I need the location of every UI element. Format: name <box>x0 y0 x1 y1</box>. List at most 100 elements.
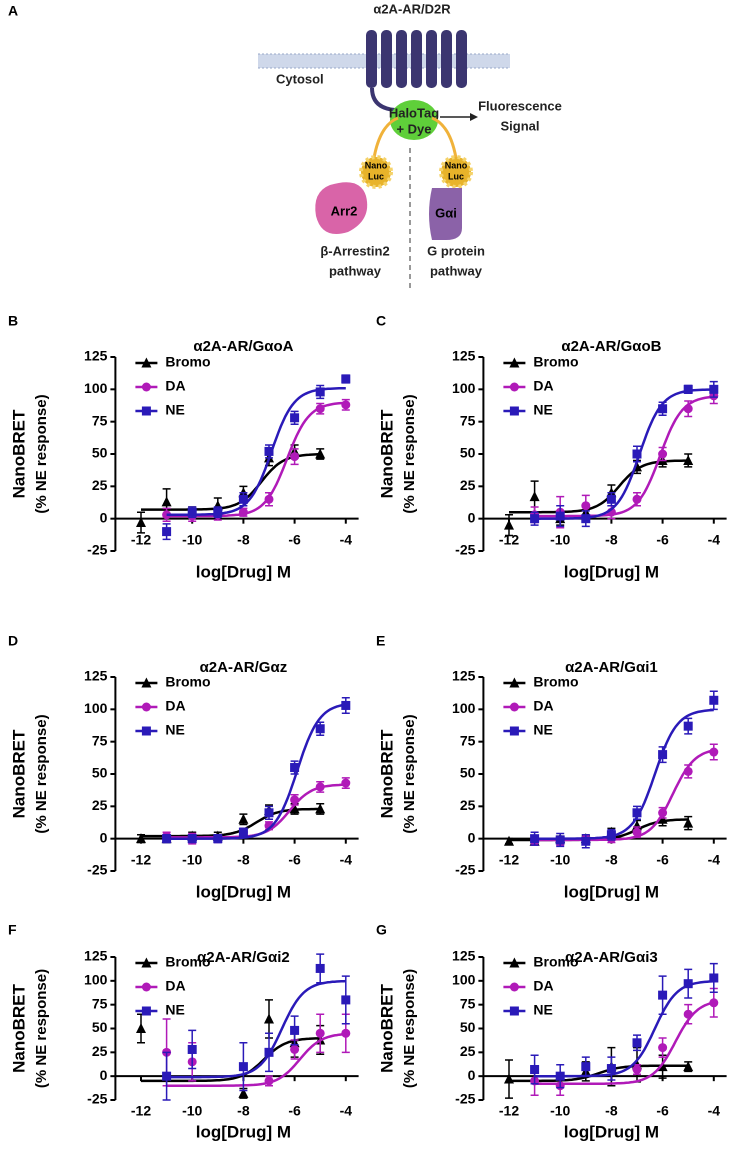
marker <box>238 1087 249 1098</box>
y-tick-label: 125 <box>84 948 108 964</box>
y-axis-label: NanoBRET <box>377 729 396 818</box>
marker <box>289 803 300 814</box>
y-tick-label: 50 <box>92 765 108 781</box>
legend-label: NE <box>533 1002 552 1018</box>
diagram: A α2A-AR/D2R Cytosol HaloTag + Dye Fluor… <box>8 1 562 292</box>
marker <box>341 374 351 384</box>
nanoluc-label: Nano <box>365 160 388 170</box>
y-axis-label: (% NE response) <box>33 394 50 513</box>
marker <box>555 511 565 521</box>
x-tick-label: -8 <box>605 852 618 868</box>
y-tick-label: 125 <box>452 348 476 364</box>
marker <box>658 990 668 1000</box>
legend-marker <box>509 982 519 992</box>
x-tick-label: -4 <box>340 532 353 548</box>
marker <box>529 491 540 502</box>
halotag-label: HaloTag <box>389 105 439 120</box>
x-tick-label: -8 <box>237 852 250 868</box>
y-tick-label: 100 <box>452 972 476 988</box>
legend-marker <box>509 957 520 968</box>
marker <box>683 817 694 828</box>
legend-marker <box>141 982 151 992</box>
marker <box>341 778 351 788</box>
signal-label: Fluorescence <box>478 98 562 113</box>
y-tick-label: 75 <box>92 995 108 1011</box>
legend-label: Bromo <box>165 354 210 370</box>
pathway-label: pathway <box>329 263 382 278</box>
marker <box>606 494 616 504</box>
y-tick-label: 0 <box>468 1067 476 1083</box>
marker <box>683 384 693 394</box>
x-axis-label: log[Drug] M <box>196 562 291 581</box>
marker <box>315 1028 325 1038</box>
x-axis-label: log[Drug] M <box>196 1122 291 1141</box>
legend-marker <box>141 406 151 416</box>
pathway-label: pathway <box>430 263 483 278</box>
marker <box>632 1038 642 1048</box>
legend-marker <box>141 382 151 392</box>
x-tick-label: -12 <box>131 1103 151 1119</box>
chart-title: α2A-AR/Gαi2 <box>197 949 290 966</box>
marker <box>581 514 591 524</box>
x-tick-label: -4 <box>708 852 721 868</box>
legend-marker <box>141 677 152 688</box>
x-tick-label: -4 <box>708 532 721 548</box>
marker <box>581 501 591 511</box>
marker <box>658 808 668 818</box>
y-tick-label: 50 <box>460 445 476 461</box>
legend-marker <box>509 677 520 688</box>
marker <box>658 1043 668 1053</box>
marker <box>504 835 514 846</box>
y-tick-label: 25 <box>460 477 476 493</box>
y-tick-label: 100 <box>84 380 108 396</box>
y-tick-label: 125 <box>452 668 476 684</box>
legend-marker <box>141 1006 151 1016</box>
x-tick-label: -10 <box>550 852 570 868</box>
marker <box>530 1064 540 1074</box>
receptor-tail <box>370 87 396 112</box>
cytosol-label: Cytosol <box>276 71 324 86</box>
receptor-label: α2A-AR/D2R <box>373 1 451 16</box>
marker <box>341 1028 351 1038</box>
marker <box>709 973 719 983</box>
marker <box>606 1064 616 1074</box>
y-tick-label: -25 <box>87 542 107 558</box>
marker <box>290 795 300 805</box>
marker <box>632 449 642 459</box>
marker <box>238 827 248 837</box>
y-tick-label: 100 <box>84 972 108 988</box>
marker <box>290 1044 300 1054</box>
marker <box>315 803 326 814</box>
x-tick-label: -8 <box>237 1103 250 1119</box>
receptor <box>366 30 467 88</box>
x-tick-label: -10 <box>182 852 202 868</box>
marker <box>264 1076 274 1086</box>
legend-label: NE <box>165 722 184 738</box>
legend-marker <box>509 1006 519 1016</box>
x-tick-label: -12 <box>499 852 519 868</box>
marker <box>683 1061 694 1072</box>
y-tick-label: 75 <box>92 412 108 428</box>
y-tick-label: 0 <box>100 509 108 525</box>
x-axis-label: log[Drug] M <box>564 1122 659 1141</box>
x-tick-label: -12 <box>499 1103 519 1119</box>
marker <box>315 448 326 459</box>
g-protein-label: Gαi <box>435 205 457 220</box>
x-tick-label: -10 <box>182 532 202 548</box>
x-tick-label: -8 <box>605 532 618 548</box>
marker <box>187 507 197 517</box>
marker <box>161 496 172 507</box>
panel-letter: F <box>8 922 17 938</box>
legend-label: DA <box>165 698 185 714</box>
marker <box>632 1064 642 1074</box>
y-axis-label: NanoBRET <box>9 983 28 1072</box>
marker <box>315 724 325 734</box>
marker <box>341 400 351 410</box>
legend-label: DA <box>165 378 185 394</box>
marker <box>136 1023 146 1033</box>
x-tick-label: -12 <box>499 532 519 548</box>
halotag-label: + Dye <box>396 121 431 136</box>
